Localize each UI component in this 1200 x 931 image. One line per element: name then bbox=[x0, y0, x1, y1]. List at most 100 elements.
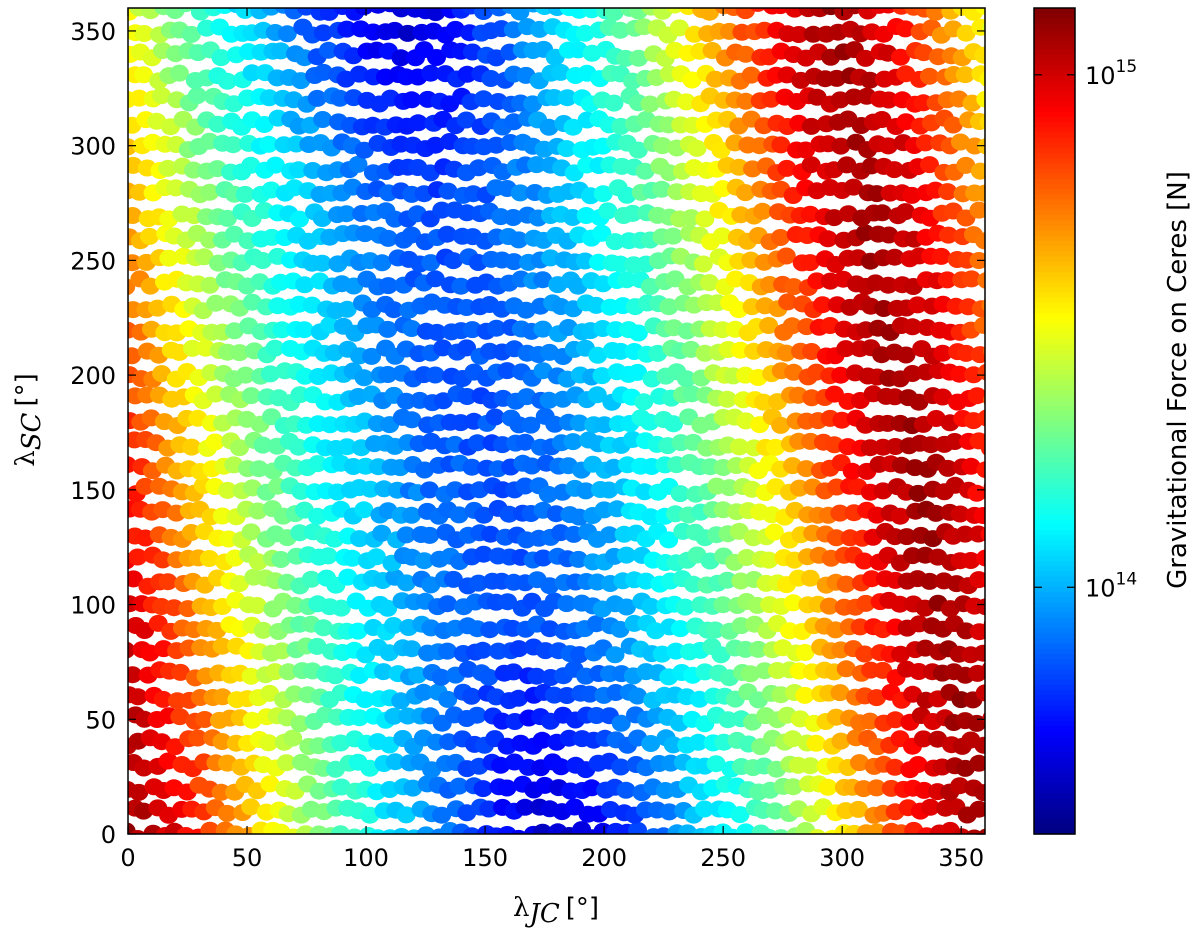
data-point bbox=[437, 595, 457, 613]
colorbar-segment bbox=[1034, 142, 1075, 148]
data-point bbox=[735, 8, 755, 20]
data-point bbox=[349, 65, 369, 83]
colorbar-segment bbox=[1034, 797, 1075, 804]
data-point bbox=[776, 247, 796, 265]
data-point bbox=[617, 271, 637, 289]
y-axis-label: λSC[°] bbox=[11, 373, 47, 467]
data-point bbox=[265, 339, 285, 357]
colorbar-segment bbox=[1034, 64, 1075, 71]
colorbar-segment bbox=[1034, 560, 1075, 567]
data-point bbox=[259, 734, 279, 752]
data-point bbox=[986, 274, 1005, 291]
data-point bbox=[533, 362, 553, 380]
data-point bbox=[438, 690, 458, 708]
data-point bbox=[580, 685, 600, 703]
data-point bbox=[977, 363, 985, 381]
colorbar-segment bbox=[1034, 642, 1075, 649]
data-point bbox=[995, 299, 1014, 316]
data-point bbox=[741, 66, 761, 84]
data-point bbox=[521, 416, 541, 434]
data-point bbox=[217, 804, 237, 822]
colorbar-segment bbox=[1034, 18, 1075, 25]
data-point bbox=[474, 90, 493, 108]
data-point bbox=[908, 756, 928, 773]
colorbar-segment bbox=[1034, 400, 1075, 407]
data-point bbox=[456, 111, 476, 129]
colorbar-segment bbox=[1034, 214, 1075, 221]
data-point bbox=[653, 8, 673, 20]
colorbar-segment bbox=[1034, 266, 1075, 272]
data-point bbox=[983, 482, 985, 492]
data-point bbox=[307, 637, 327, 655]
colorbar-segment bbox=[1034, 477, 1075, 484]
data-point bbox=[659, 803, 679, 821]
data-point bbox=[211, 783, 231, 801]
data-point bbox=[320, 416, 340, 434]
data-point bbox=[926, 8, 946, 21]
data-point bbox=[666, 642, 686, 660]
data-point bbox=[688, 733, 708, 751]
data-point bbox=[443, 570, 463, 588]
data-point bbox=[253, 436, 273, 454]
colorbar-segment bbox=[1034, 524, 1075, 531]
data-point bbox=[628, 821, 648, 834]
data-point bbox=[682, 385, 702, 403]
data-point bbox=[378, 320, 398, 338]
data-point bbox=[421, 254, 441, 272]
data-point bbox=[652, 180, 672, 198]
data-point bbox=[801, 117, 821, 135]
data-point bbox=[314, 619, 333, 637]
data-point bbox=[693, 255, 713, 273]
data-point bbox=[312, 254, 332, 272]
colorbar-segment bbox=[1034, 276, 1075, 283]
data-point bbox=[705, 621, 725, 639]
data-point bbox=[199, 550, 219, 567]
colorbar-segment bbox=[1034, 570, 1075, 577]
colorbar-segment bbox=[1034, 828, 1075, 835]
data-point bbox=[789, 26, 809, 43]
data-point bbox=[128, 688, 148, 706]
data-point bbox=[772, 829, 790, 834]
data-point bbox=[509, 689, 528, 707]
data-point bbox=[676, 93, 696, 111]
data-point bbox=[891, 645, 910, 663]
colorbar-segment bbox=[1034, 209, 1075, 216]
colorbar-segment bbox=[1034, 322, 1075, 329]
data-point bbox=[771, 8, 790, 15]
data-point bbox=[402, 91, 422, 109]
data-point bbox=[926, 504, 946, 522]
data-point bbox=[737, 549, 757, 566]
data-point bbox=[230, 344, 250, 362]
colorbar-segment bbox=[1034, 586, 1075, 592]
data-point bbox=[128, 641, 136, 659]
colorbar-segment bbox=[1034, 240, 1075, 247]
data-point bbox=[856, 594, 876, 612]
data-point bbox=[398, 24, 418, 42]
data-point bbox=[980, 527, 985, 542]
data-point bbox=[717, 571, 737, 589]
data-point bbox=[971, 300, 985, 318]
y-tick-label: 250 bbox=[70, 247, 116, 275]
data-point bbox=[735, 184, 755, 202]
data-point bbox=[443, 252, 463, 270]
data-point bbox=[408, 666, 428, 684]
colorbar-segment bbox=[1034, 746, 1075, 752]
colorbar-segment bbox=[1034, 116, 1075, 123]
data-point bbox=[295, 276, 315, 294]
colorbar-segment bbox=[1034, 730, 1075, 737]
data-point bbox=[416, 826, 436, 834]
data-point bbox=[170, 708, 190, 726]
data-point bbox=[711, 646, 731, 664]
colorbar-segment bbox=[1034, 255, 1075, 262]
data-point bbox=[307, 507, 327, 525]
data-point bbox=[235, 8, 255, 19]
x-tick-label: 250 bbox=[700, 844, 746, 872]
colorbar-segment bbox=[1034, 601, 1075, 608]
colorbar-segment bbox=[1034, 575, 1075, 582]
data-point bbox=[604, 94, 624, 112]
colorbar-segment bbox=[1034, 715, 1075, 722]
data-point bbox=[961, 457, 981, 475]
data-point bbox=[449, 777, 469, 795]
colorbar-segment bbox=[1034, 544, 1075, 551]
data-point bbox=[369, 8, 387, 14]
